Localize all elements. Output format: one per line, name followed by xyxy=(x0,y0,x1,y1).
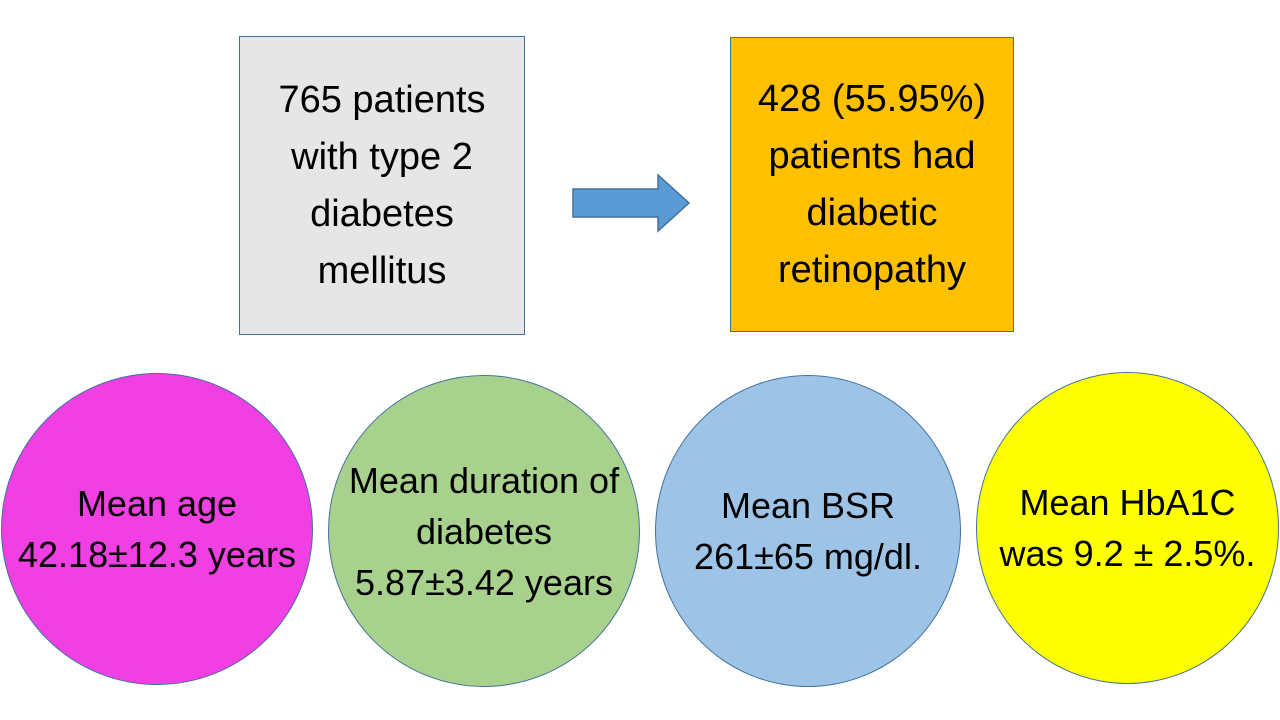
mean-hba1c-circle: Mean HbA1C was 9.2 ± 2.5%. xyxy=(976,372,1279,684)
right-arrow-icon xyxy=(572,173,691,233)
mean-duration-text: Mean duration of diabetes 5.87±3.42 year… xyxy=(348,459,620,603)
retinopathy-box-text: 428 (55.95%) patients had diabetic retin… xyxy=(757,77,987,291)
mean-age-text: Mean age 42.18±12.3 years xyxy=(18,483,296,575)
arrow-shape xyxy=(572,173,691,233)
mean-bsr-circle: Mean BSR 261±65 mg/dl. xyxy=(655,375,961,687)
mean-age-circle: Mean age 42.18±12.3 years xyxy=(1,373,313,685)
mean-bsr-text: Mean BSR 261±65 mg/dl. xyxy=(694,485,922,577)
mean-hba1c-text: Mean HbA1C was 9.2 ± 2.5%. xyxy=(999,482,1256,574)
patients-box-text: 765 patients with type 2 diabetes mellit… xyxy=(278,78,486,292)
mean-duration-circle: Mean duration of diabetes 5.87±3.42 year… xyxy=(328,375,640,687)
patients-box: 765 patients with type 2 diabetes mellit… xyxy=(239,36,525,335)
retinopathy-box: 428 (55.95%) patients had diabetic retin… xyxy=(730,37,1014,332)
